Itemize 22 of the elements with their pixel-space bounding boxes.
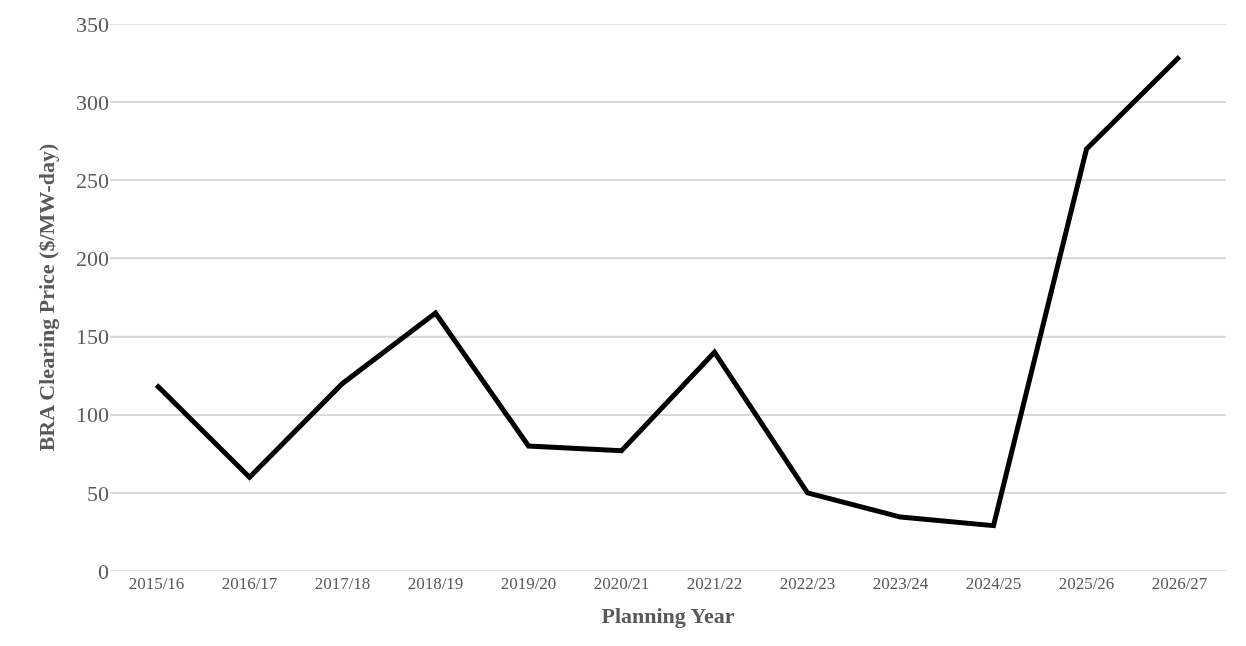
y-tick-label: 150	[76, 324, 109, 350]
x-tick-label: 2018/19	[407, 574, 464, 593]
x-tick-label: 2021/22	[686, 574, 743, 593]
x-tick-label: 2015/16	[128, 574, 185, 593]
y-tick-label: 350	[76, 11, 109, 37]
y-tick-label: 0	[98, 558, 109, 584]
x-tick-label: 2023/24	[872, 574, 929, 593]
x-axis-title: Planning Year	[601, 602, 735, 628]
y-tick-label: 250	[76, 167, 109, 193]
x-tick-label: 2024/25	[965, 574, 1022, 593]
y-tick-label: 50	[87, 480, 109, 506]
x-tick-label: 2026/27	[1151, 574, 1208, 593]
x-tick-label: 2022/23	[779, 574, 836, 593]
x-tick-label: 2025/26	[1058, 574, 1115, 593]
x-tick-label: 2019/20	[500, 574, 557, 593]
y-tick-label: 300	[76, 89, 109, 115]
y-tick-label: 100	[76, 402, 109, 428]
x-tick-label: 2016/17	[221, 574, 278, 593]
y-axis-title: BRA Clearing Price ($/MW-day)	[33, 143, 59, 452]
y-tick-label: 200	[76, 246, 109, 272]
x-tick-label: 2017/18	[314, 574, 371, 593]
x-tick-label: 2020/21	[593, 574, 650, 593]
